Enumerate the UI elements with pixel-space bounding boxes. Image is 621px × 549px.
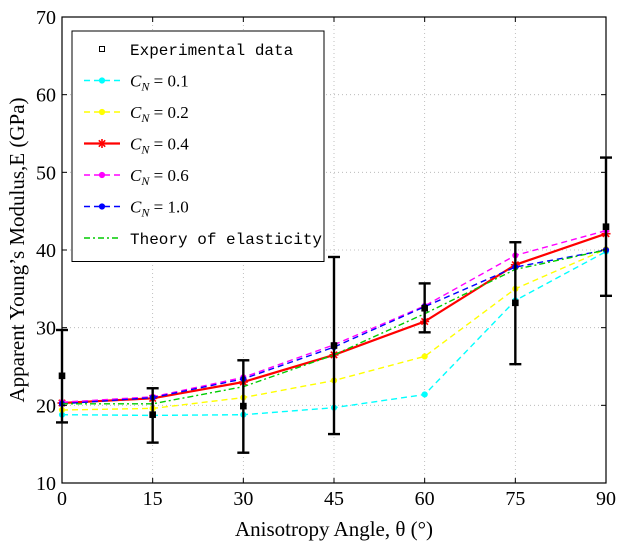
legend-label-subscript: N [140,80,150,94]
marker-stroke [98,139,106,148]
y-axis-label: Apparent Young’s Modulus,E (GPa) [5,97,29,402]
x-tick-label: 0 [57,488,67,510]
data-point-marker [330,342,338,349]
legend-entry: CN = 0.1 [84,72,189,94]
ticks: 0 15 30 45 60 75 90 10 20 30 40 50 60 70 [36,7,616,510]
legend-label-subscript: N [140,143,150,157]
data-point-marker [98,171,106,179]
legend-label: CN = 0.4 [130,135,189,157]
legend-entry: CN = 0.2 [84,103,189,125]
data-point-marker [421,304,428,312]
legend-entry: Experimental data [99,42,294,60]
data-point-marker [98,108,106,116]
legend-label-symbol: C [130,198,142,217]
data-point-marker [149,411,156,418]
legend-label-symbol: C [130,103,142,122]
x-tick-label: 15 [143,488,163,510]
legend-label: Experimental data [130,42,294,60]
x-tick-label: 45 [324,488,344,510]
legend-label-value: = 1.0 [149,198,188,217]
x-tick-label: 75 [505,488,525,510]
legend-label-subscript: N [140,111,150,125]
data-point-marker [421,353,428,360]
legend-label-value: = 0.2 [149,103,188,122]
legend-label-symbol: C [130,166,142,185]
data-point-marker [512,299,519,307]
legend-swatch [99,46,105,52]
legend-label-subscript: N [140,174,150,188]
legend-entry: CN = 0.6 [84,166,189,188]
y-tick-label: 30 [36,318,56,340]
y-tick-label: 50 [36,162,56,184]
legend-label: Theory of elasticity [130,231,322,249]
legend-label-symbol: C [130,72,142,91]
data-point-marker [421,391,428,398]
x-tick-label: 90 [596,488,616,510]
y-tick-label: 20 [36,395,56,417]
legend-label: CN = 0.1 [130,72,189,94]
legend-entry: CN = 0.4 [84,135,189,157]
x-axis-label: Anisotropy Angle, θ (°) [235,517,433,541]
legend-label-value: = 0.1 [149,72,188,91]
y-tick-label: 10 [36,473,56,495]
data-point-marker [97,139,107,148]
legend-label-value: = 0.6 [149,166,188,185]
x-tick-label: 30 [233,488,253,510]
legend-label: CN = 0.2 [130,103,189,125]
data-point-marker [98,203,106,210]
legend-label-symbol: C [130,135,142,154]
x-tick-label: 60 [415,488,435,510]
legend-entry: CN = 1.0 [84,198,189,220]
y-tick-label: 70 [36,7,56,29]
data-point-marker [240,402,247,410]
legend-label-subscript: N [140,206,150,220]
y-tick-label: 60 [36,85,56,107]
y-tick-label: 40 [36,240,56,262]
legend-label: CN = 0.6 [130,166,189,188]
data-point-marker [98,77,106,84]
legend-label: CN = 1.0 [130,198,189,220]
legend-entry: Theory of elasticity [84,231,322,249]
legend-label-value: = 0.4 [149,135,189,154]
legend-box [71,30,325,262]
